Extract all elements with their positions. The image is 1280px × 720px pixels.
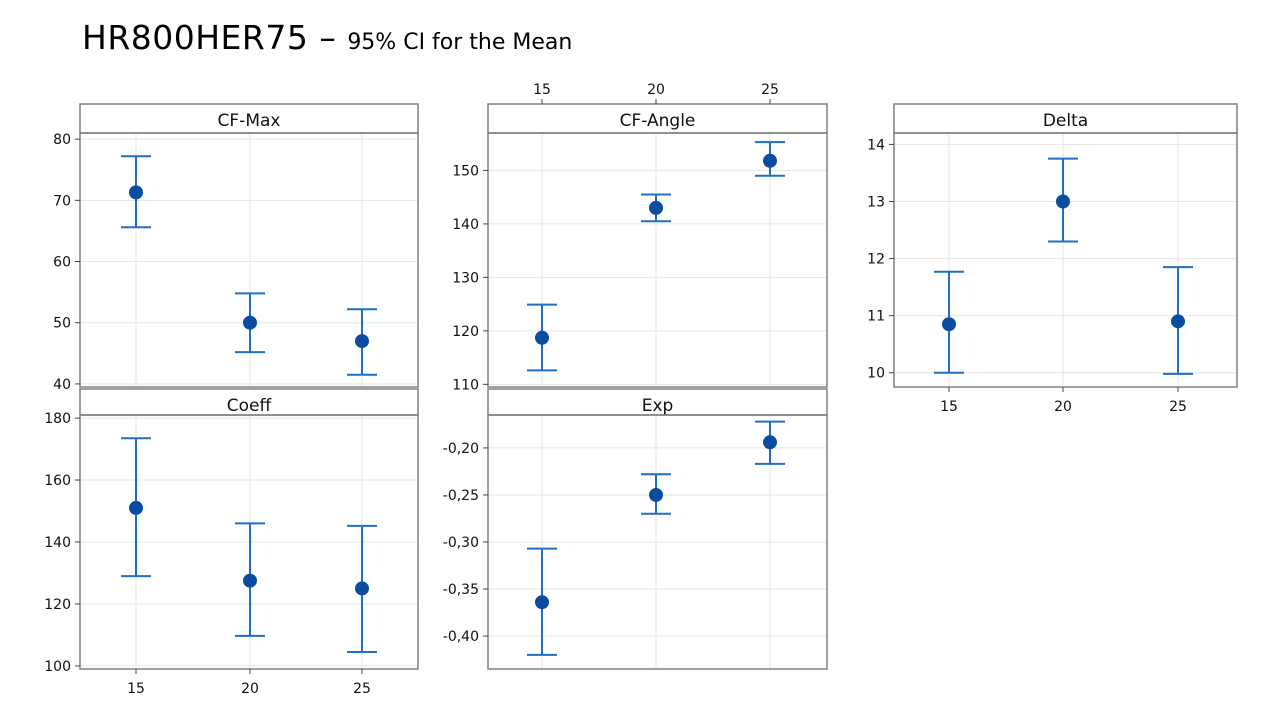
ci-15 [121,437,151,578]
ci-15 [527,547,557,656]
panel-delta: Delta 10 11 12 13 14 15 20 25 [867,103,1238,415]
mean-point [355,581,369,596]
panel-title: Coeff [227,396,273,416]
panel-title: Exp [642,396,674,416]
y-tick-label: 40 [53,377,71,393]
ci-20 [235,522,265,637]
mean-point [243,315,257,330]
mean-point [649,487,663,502]
y-tick-label: 140 [44,535,71,551]
mean-point [763,153,777,168]
mean-point [763,435,777,450]
y-tick-label: 100 [44,659,71,675]
ci-25 [755,141,785,177]
ci-25 [1163,266,1193,375]
y-tick-label: 120 [452,324,479,340]
panel-coeff: Coeff 100 120 140 160 180 15 20 25 [44,388,419,697]
y-tick-label: 80 [53,132,71,148]
mean-point [649,200,663,215]
x-tick-label: 25 [1169,399,1187,415]
x-tick-label: 20 [241,681,259,697]
y-tick-label: 140 [452,217,479,233]
y-tick-label: 180 [44,411,71,427]
x-tick-label-top: 20 [647,82,665,98]
mean-point [535,595,549,610]
plot-frame [79,132,419,388]
mean-point [243,573,257,588]
ci-20 [641,193,671,223]
x-tick-label-top: 25 [761,82,779,98]
y-tick-label: 150 [452,163,479,179]
panel-cf-angle: CF-Angle 110 120 130 140 150 15 20 25 [452,82,828,393]
ci-20 [1048,157,1078,243]
ci-25 [347,524,377,653]
mean-point [1171,314,1185,329]
plot-area [894,133,1237,387]
panel-strip [893,103,1238,134]
ci-15 [527,303,557,372]
ci-20 [235,292,265,354]
plot-frame [487,132,828,388]
y-tick-label: 120 [44,597,71,613]
ci-15 [121,155,151,229]
y-tick-label: -0,40 [443,629,479,645]
title-dash: – [308,18,348,57]
plot-area [488,133,827,387]
panel-title: Delta [1043,111,1088,131]
y-tick-label: -0,30 [443,535,479,551]
title-subtitle: 95% CI for the Mean [347,30,573,55]
y-tick-label: 60 [53,255,71,271]
y-tick-label: 130 [452,270,479,286]
mean-point [129,500,143,515]
title-main: HR800HER75 [82,18,309,57]
x-tick-label-top: 15 [533,82,551,98]
panel-title: CF-Max [218,111,281,131]
y-tick-label: 70 [53,193,71,209]
y-tick-label: 50 [53,316,71,332]
mean-point [942,317,956,332]
mean-point [535,330,549,345]
panel-cf-max: CF-Max 40 50 60 70 80 [53,103,419,393]
x-tick-label: 20 [1054,399,1072,415]
panel-strip [79,388,419,416]
y-tick-label: -0,20 [443,441,479,457]
mean-point [1056,194,1070,209]
y-tick-label: -0,35 [443,582,479,598]
chart-title: HR800HER75 – 95% CI for the Mean [82,18,572,57]
y-tick-label: 12 [867,252,885,268]
ci-25 [755,420,785,465]
plot-frame [893,132,1238,388]
mean-point [355,334,369,349]
y-tick-label: -0,25 [443,488,479,504]
y-tick-label: 14 [867,137,885,153]
mean-point [129,185,143,200]
panel-strip [487,103,828,134]
panel-title: CF-Angle [620,111,696,131]
y-tick-label: 13 [867,194,885,210]
y-tick-label: 11 [867,309,885,325]
y-tick-label: 160 [44,473,71,489]
x-tick-label: 15 [127,681,145,697]
ci-20 [641,473,671,515]
ci-15 [934,270,964,374]
y-tick-label: 110 [452,377,479,393]
ci-25 [347,308,377,376]
panel-exp: Exp -0,40 -0,35 -0,30 -0,25 -0,20 [443,388,828,670]
y-tick-label: 10 [867,366,885,382]
x-tick-label: 15 [940,399,958,415]
x-tick-label: 25 [353,681,371,697]
